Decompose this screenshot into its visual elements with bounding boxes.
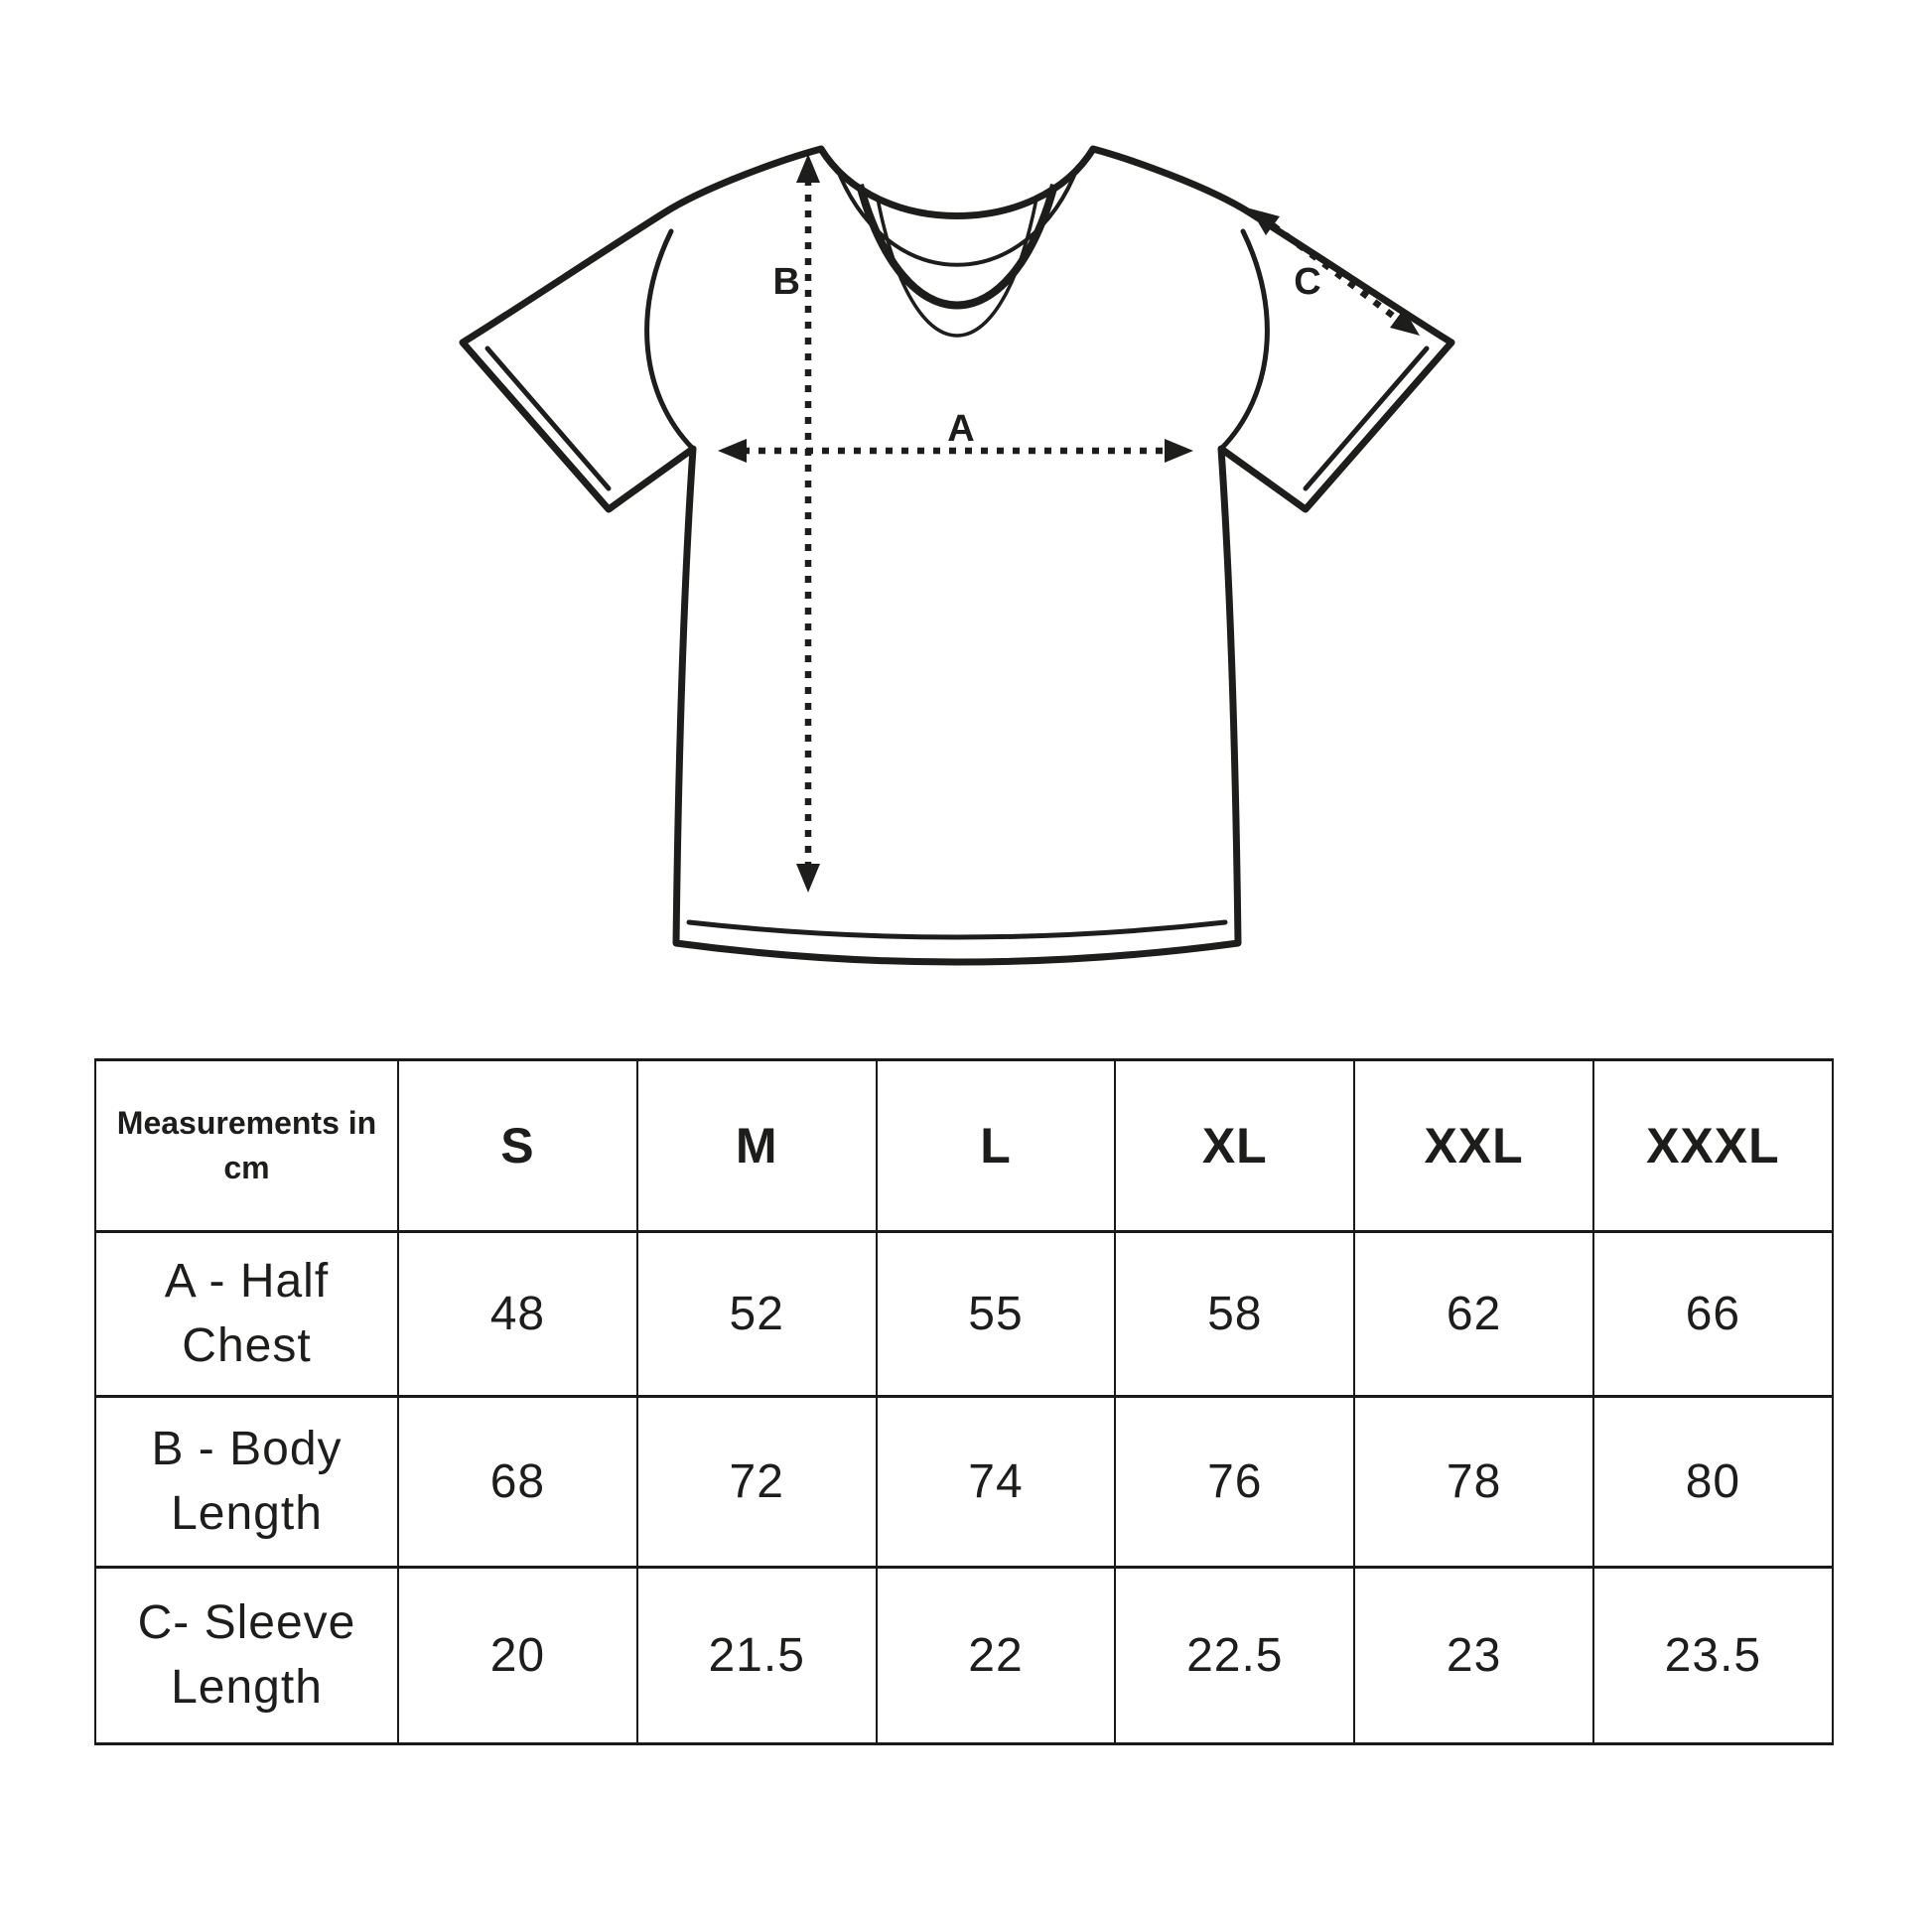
armhole-seam-left <box>644 228 696 452</box>
arrow-a-head-left <box>718 439 747 463</box>
half-chest-l: 55 <box>875 1230 1117 1398</box>
hem-seam <box>686 919 1228 940</box>
arrow-a-head-right <box>1165 439 1193 463</box>
size-header-xxl: XXL <box>1353 1058 1594 1233</box>
collar-band-bottom <box>856 183 1058 310</box>
tshirt-outline <box>459 145 1455 966</box>
body-length-xxxl: 80 <box>1591 1395 1834 1569</box>
size-header-xl: XL <box>1114 1058 1356 1233</box>
half-chest-m: 52 <box>635 1230 878 1398</box>
arrow-b-head-top <box>796 154 820 183</box>
arrow-b-head-bottom <box>796 864 820 893</box>
row-label-half-chest: A - Half Chest <box>94 1230 399 1398</box>
arrow-c-head-top <box>1250 208 1280 235</box>
body-length-m: 72 <box>635 1395 878 1569</box>
half-chest-xxxl: 66 <box>1591 1230 1834 1398</box>
label-body-length: B <box>773 261 800 303</box>
arrow-c-head-bottom <box>1390 309 1420 336</box>
size-header-xxxl: XXXL <box>1591 1058 1834 1233</box>
sleeve-length-xxxl: 23.5 <box>1591 1566 1834 1745</box>
row-label-sleeve-length: C- Sleeve Length <box>94 1566 399 1745</box>
half-chest-xl: 58 <box>1114 1230 1356 1398</box>
table-header-row: Measurements in cm S M L XL XXL XXXL <box>94 1058 1834 1233</box>
body-length-s: 68 <box>397 1395 638 1569</box>
row-half-chest: A - Half Chest 48 52 55 58 62 66 <box>94 1230 1834 1398</box>
sleeve-length-xxl: 23 <box>1353 1566 1594 1745</box>
arrow-c-line <box>1271 222 1399 322</box>
cuff-seam-right <box>1303 345 1430 491</box>
collar-seam-thin-lower <box>876 198 1038 338</box>
size-chart-table: Measurements in cm S M L XL XXL XXXL A -… <box>94 1058 1834 1745</box>
row-sleeve-length: C- Sleeve Length 20 21.5 22 22.5 23 23.5 <box>94 1566 1834 1745</box>
label-half-chest: A <box>947 408 974 450</box>
armhole-seam-right <box>1218 228 1270 452</box>
row-body-length: B - Body Length 68 72 74 76 78 80 <box>94 1395 1834 1569</box>
body-length-l: 74 <box>875 1395 1117 1569</box>
sleeve-length-xl: 22.5 <box>1114 1566 1356 1745</box>
half-chest-s: 48 <box>397 1230 638 1398</box>
label-sleeve-length: C <box>1294 261 1320 303</box>
cuff-seam-left <box>484 345 612 491</box>
corner-header-cell: Measurements in cm <box>94 1058 399 1233</box>
sleeve-length-l: 22 <box>875 1566 1117 1745</box>
sleeve-length-s: 20 <box>397 1566 638 1745</box>
body-length-xxl: 78 <box>1353 1395 1594 1569</box>
size-header-l: L <box>875 1058 1117 1233</box>
size-header-m: M <box>635 1058 878 1233</box>
row-label-body-length: B - Body Length <box>94 1395 399 1569</box>
body-length-xl: 76 <box>1114 1395 1356 1569</box>
size-header-s: S <box>397 1058 638 1233</box>
sleeve-length-m: 21.5 <box>635 1566 878 1745</box>
collar-seam-thin-upper <box>834 165 1080 267</box>
half-chest-xxl: 62 <box>1353 1230 1594 1398</box>
